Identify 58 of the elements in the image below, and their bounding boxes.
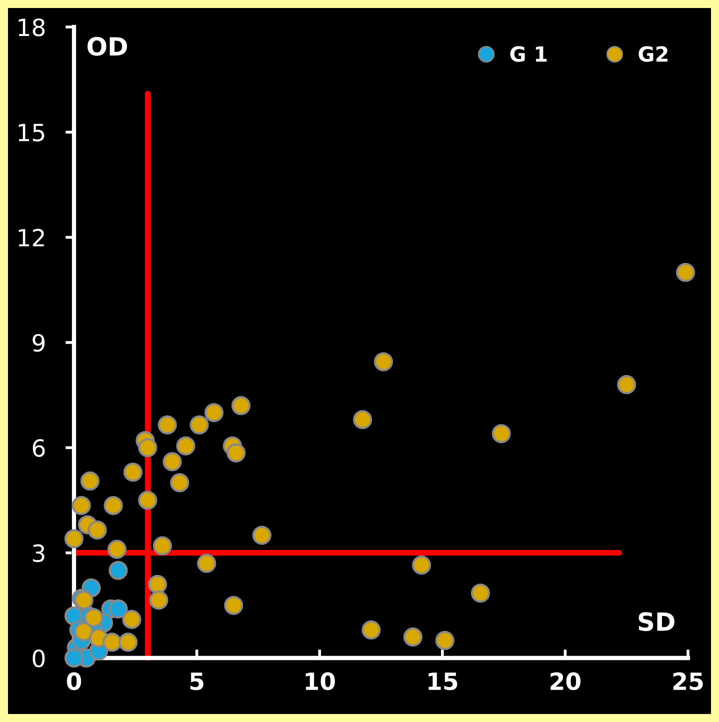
point [470,584,490,603]
point [64,648,84,668]
point [492,424,511,444]
point [118,632,138,652]
point [374,352,394,372]
point [64,529,84,548]
point [176,436,196,456]
point [676,262,696,282]
point [231,396,251,416]
point [108,599,128,618]
x-tick-label: 20 [550,672,580,690]
y-tick-label: 9 [32,334,45,352]
legend-label: G2 [638,46,668,62]
point [170,473,190,492]
point [108,560,128,580]
point [104,496,123,516]
y-tick-label: 3 [33,544,44,562]
point [226,443,246,462]
point [148,574,168,594]
point [190,415,209,434]
point [102,632,122,652]
legend-label: G 1 [510,46,547,62]
point [197,554,216,573]
y-tick-label: 15 [18,124,44,142]
point [252,526,272,545]
point [122,610,142,629]
y-tick-label: 18 [18,18,45,36]
point [224,596,244,615]
point [138,438,158,458]
point [80,471,100,491]
point [74,622,94,642]
point [107,540,127,559]
point [84,608,104,628]
point [158,415,177,434]
y-tick-label: 0 [32,649,45,668]
point [362,620,381,640]
point [403,627,422,647]
x-tick-label: 5 [190,672,204,690]
point [435,630,454,650]
x-tick-label: 0 [66,672,82,690]
point [152,536,172,556]
y-tick-label: 6 [32,439,45,457]
point [72,496,91,516]
x-axis-title: SD [638,612,674,632]
point [162,452,182,472]
x-tick-label: 25 [673,672,703,690]
x-tick-label: 10 [306,672,335,690]
point [412,556,432,575]
point [138,490,158,510]
point [204,403,224,422]
y-tick-label: 12 [18,228,44,246]
point [353,410,372,430]
point [617,375,636,394]
x-tick-label: 15 [428,672,458,690]
point [88,520,107,540]
point [149,590,168,610]
point [123,462,142,482]
y-axis-title: OD [88,36,127,56]
